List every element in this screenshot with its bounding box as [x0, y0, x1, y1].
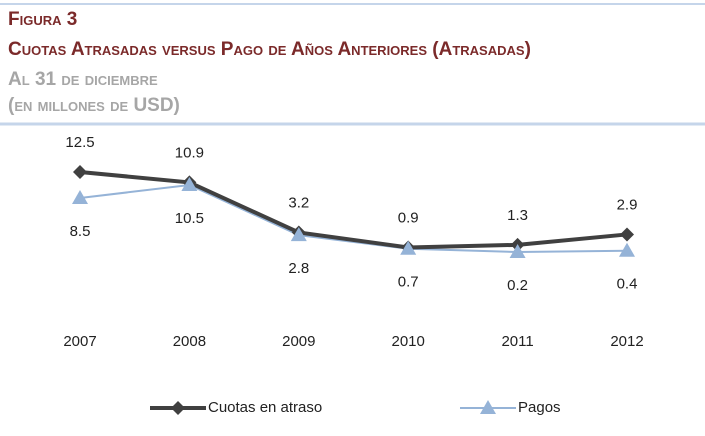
marker: [73, 165, 87, 179]
line: [79, 170, 628, 250]
marker: [181, 177, 198, 192]
marker: [72, 190, 88, 205]
marker: [400, 240, 417, 255]
data-label: 0.7: [398, 274, 419, 291]
data-label: 3.2: [288, 194, 309, 211]
data-label: 0.4: [617, 276, 638, 293]
data-label: 12.5: [65, 134, 94, 151]
marker: [509, 244, 526, 258]
x-tick-label: 2011: [501, 333, 533, 350]
x-tick-label: 2007: [63, 333, 96, 350]
data-label: 0.2: [507, 277, 528, 294]
data-label: 2.9: [617, 196, 638, 213]
data-label: 1.3: [507, 207, 528, 224]
data-label: 10.5: [175, 210, 204, 227]
x-tick-label: 2009: [282, 333, 315, 350]
legend-marker: [480, 400, 496, 414]
legend-marker: [171, 401, 185, 415]
marker: [620, 227, 634, 242]
x-tick-label: 2012: [610, 333, 643, 350]
chart-title: Cuotas Atrasadas versus Pago de Años Ant…: [8, 39, 531, 60]
data-label: 8.5: [70, 223, 91, 240]
chart-subtitle: Al 31 de diciembre: [8, 69, 158, 90]
figure-label: Figura 3: [8, 9, 77, 30]
x-tick-label: 2010: [392, 333, 425, 350]
chart-subtitle: (en millones de USD): [8, 95, 180, 116]
data-label: 2.8: [288, 260, 309, 277]
marker: [290, 227, 307, 242]
data-label: 10.9: [175, 144, 204, 161]
x-tick-label: 2008: [173, 333, 206, 350]
data-label: 0.9: [398, 209, 419, 226]
marker: [619, 242, 635, 257]
legend-label: Pagos: [518, 399, 561, 416]
legend-label: Cuotas en atraso: [208, 399, 322, 416]
